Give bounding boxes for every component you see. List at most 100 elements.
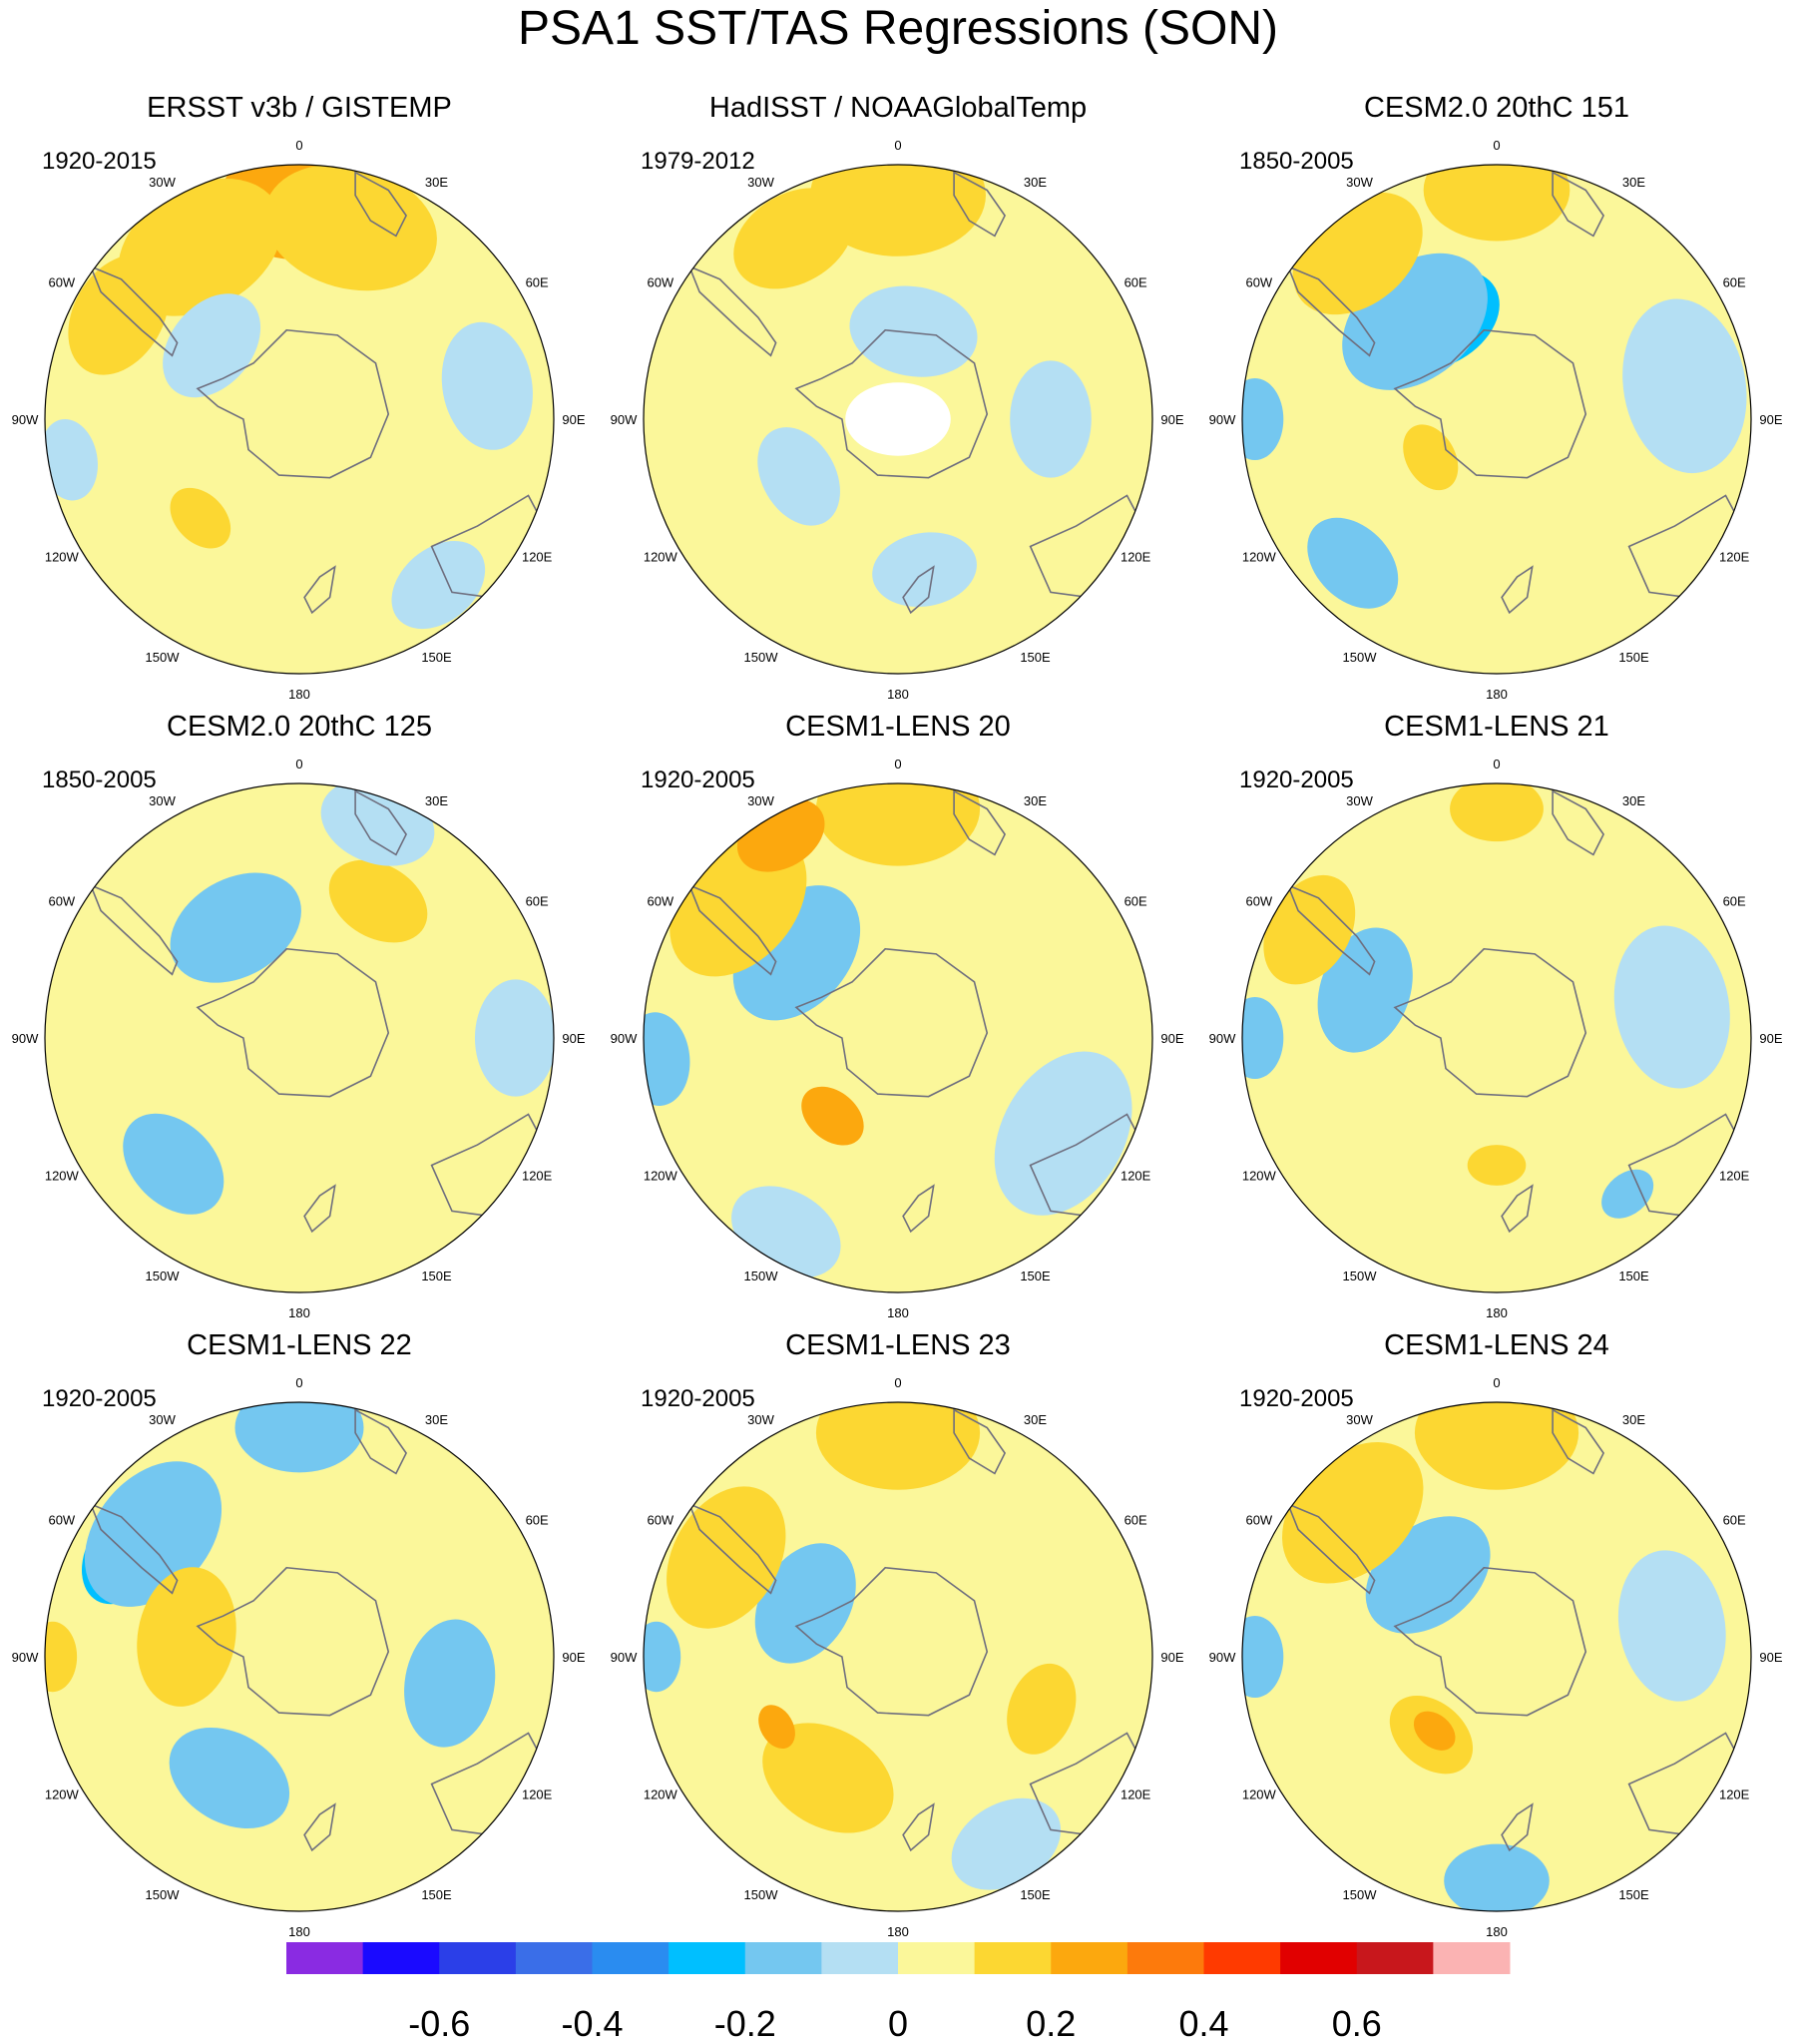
longitude-label: 60W	[48, 275, 75, 290]
anomaly-region	[1617, 1550, 1726, 1702]
longitude-label: 180	[288, 1305, 310, 1320]
coastline	[1393, 328, 1587, 479]
longitude-label: 90E	[1759, 1650, 1782, 1665]
panel-period: 1979-2012	[641, 148, 755, 175]
longitude-label: 180	[1486, 1924, 1508, 1939]
coastline	[1552, 789, 1605, 856]
longitude-label: 0	[894, 757, 901, 771]
longitude-label: 60W	[647, 275, 674, 290]
longitude-label: 120E	[522, 550, 553, 565]
anomaly-region	[170, 872, 301, 983]
colorbar-swatch	[1356, 1942, 1434, 1974]
anomaly-region	[733, 188, 854, 289]
coastline	[794, 328, 989, 479]
longitude-label: 90E	[1160, 1650, 1183, 1665]
longitude-label: 30W	[149, 1412, 176, 1427]
anomaly-region	[1423, 165, 1571, 242]
map-background	[1242, 783, 1751, 1292]
longitude-label: 120E	[522, 1169, 553, 1184]
longitude-label: 60W	[48, 1513, 75, 1528]
longitude-label: 0	[894, 1375, 901, 1390]
map-panel: 0 30E 60E 90E 120E 150E 180 150W 120W 90W 60W 30W ER…	[12, 92, 586, 702]
longitude-label: 90E	[1160, 1031, 1183, 1046]
coastline	[794, 1566, 989, 1717]
longitude-label: 0	[1493, 757, 1500, 771]
anomaly-region	[1450, 783, 1544, 842]
colorbar-tick-label: -0.2	[714, 2003, 776, 2044]
longitude-label: 90W	[611, 412, 638, 427]
longitude-label: 30W	[747, 793, 774, 808]
panel-period: 1920-2005	[1239, 1385, 1354, 1412]
longitude-label: 30W	[747, 1412, 774, 1427]
map-border	[643, 1401, 1153, 1912]
panel-title: CESM2.0 20thC 151	[1364, 92, 1629, 124]
colorbar-swatch	[515, 1942, 593, 1974]
map-panel: 0 30E 60E 90E 120E 150E 180 150W 120W 90W 60W 30W Ha…	[611, 92, 1184, 702]
longitude-label: 30W	[149, 175, 176, 190]
longitude-label: 120W	[45, 550, 80, 565]
colorbar: -0.6 -0.4 -0.2 0 0.2 0.4 0.6	[286, 1942, 1511, 2044]
longitude-label: 60W	[1245, 1513, 1272, 1528]
longitude-label: 150E	[1618, 1887, 1649, 1902]
map-border	[44, 1401, 555, 1912]
longitude-label: 120E	[522, 1788, 553, 1802]
map-field	[1242, 165, 1751, 674]
longitude-label: 0	[295, 138, 302, 153]
panel-title: CESM1-LENS 20	[785, 711, 1011, 743]
longitude-label: 60E	[1124, 894, 1147, 909]
map-panel: 0 30E 60E 90E 120E 150E 180 150W 120W 90W 60W 30W CE…	[12, 1329, 586, 1939]
colorbar-swatch	[439, 1942, 517, 1974]
map-panel: 0 30E 60E 90E 120E 150E 180 150W 120W 90W 60W 30W CE…	[1209, 92, 1783, 702]
longitude-label: 30E	[1024, 1412, 1047, 1427]
coastline	[687, 264, 777, 357]
anomaly-region	[404, 1619, 496, 1748]
longitude-label: 120E	[1121, 550, 1151, 565]
longitude-label: 120E	[1121, 1788, 1151, 1802]
longitude-label: 60E	[526, 894, 549, 909]
anomaly-region	[757, 427, 840, 526]
anomaly-region	[872, 532, 977, 607]
anomaly-region	[1242, 1615, 1284, 1699]
map-field	[644, 165, 1152, 674]
colorbar-swatch	[286, 1942, 364, 1974]
anomaly-region	[1414, 1402, 1579, 1490]
anomaly-region	[849, 285, 978, 377]
panel-title: CESM1-LENS 22	[187, 1329, 412, 1361]
coastline	[1501, 1802, 1534, 1852]
longitude-label: 150E	[421, 650, 452, 665]
coastline	[953, 1408, 1007, 1475]
longitude-label: 150W	[146, 1269, 181, 1283]
longitude-label: 120E	[1719, 550, 1750, 565]
map-border	[44, 782, 555, 1293]
longitude-label: 60W	[647, 1513, 674, 1528]
longitude-label: 180	[288, 687, 310, 702]
anomaly-region	[1007, 1663, 1077, 1755]
coastline	[303, 565, 336, 615]
colorbar-tick-label: -0.4	[561, 2003, 623, 2044]
anomaly-region	[1444, 1843, 1550, 1911]
longitude-label: 120E	[1719, 1169, 1750, 1184]
coastline	[1552, 1408, 1605, 1475]
anomaly-region	[815, 783, 981, 866]
anomaly-region	[391, 540, 486, 630]
longitude-label: 30E	[1024, 793, 1047, 808]
map-field	[1242, 1402, 1751, 1911]
longitude-label: 90E	[562, 1650, 585, 1665]
coastline	[354, 171, 408, 238]
longitude-label: 60E	[1723, 894, 1746, 909]
anomaly-region	[1613, 925, 1730, 1089]
coastline	[89, 264, 179, 357]
panel-period: 1850-2005	[1239, 148, 1354, 175]
anomaly-region	[1263, 874, 1356, 985]
longitude-label: 30W	[1346, 1412, 1373, 1427]
coastline	[1286, 883, 1376, 976]
coastline	[902, 1184, 935, 1234]
panel-title: CESM1-LENS 21	[1384, 711, 1609, 743]
longitude-label: 90E	[562, 1031, 585, 1046]
coastline	[196, 328, 390, 479]
anomaly-region	[1307, 517, 1399, 609]
anomaly-region	[169, 1727, 290, 1828]
colorbar-tick-label: 0.4	[1178, 2003, 1228, 2044]
longitude-label: 180	[887, 1305, 909, 1320]
map-panel: 0 30E 60E 90E 120E 150E 180 150W 120W 90W 60W 30W CE…	[611, 1329, 1184, 1939]
